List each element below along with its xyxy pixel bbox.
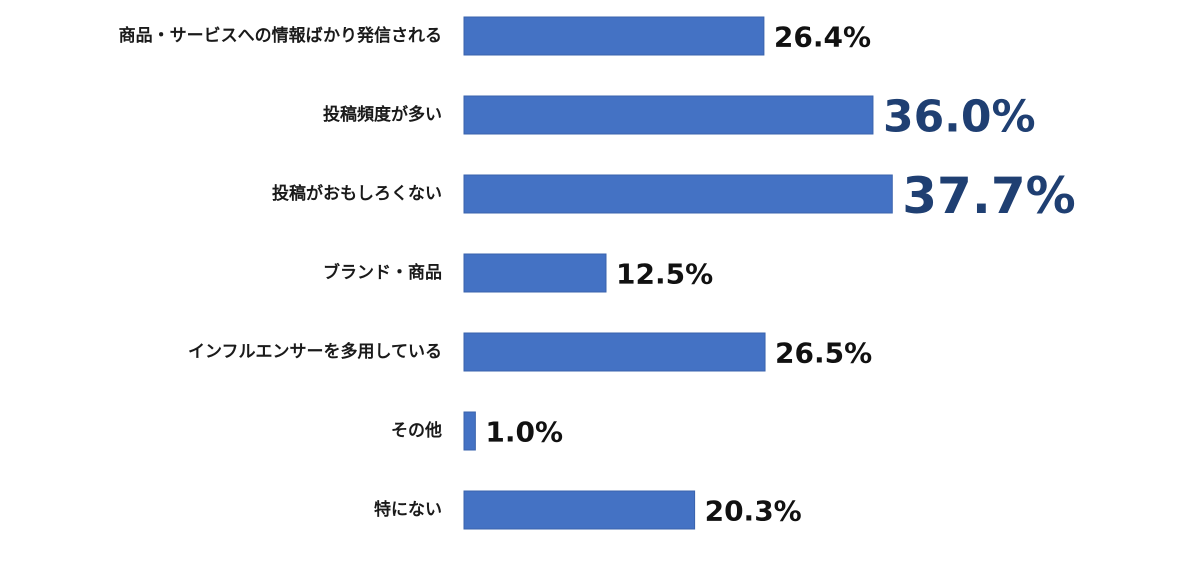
bar-2 [463, 95, 874, 135]
value-label: 20.3% [705, 495, 802, 528]
value-label: 37.7% [902, 167, 1075, 225]
category-label: 投稿頻度が多い [323, 104, 442, 125]
value-labels: 26.4% 36.0% 37.7% 12.5% 26.5% 1.0% 20.3% [485, 21, 1075, 528]
bar-1 [463, 16, 765, 56]
category-label: 商品・サービスへの情報ばかり発信される [119, 25, 442, 46]
category-labels: 商品・サービスへの情報ばかり発信される投稿頻度が多い投稿がおもしろくないブランド… [119, 25, 442, 520]
bar-5 [463, 332, 766, 372]
category-label: インフルエンサーを多用している [188, 341, 442, 362]
value-label: 12.5% [616, 258, 713, 291]
category-label: 特にない [374, 499, 442, 520]
value-label: 1.0% [485, 416, 563, 449]
category-label: その他 [391, 420, 442, 441]
value-label: 36.0% [883, 92, 1036, 143]
bar-4 [463, 253, 607, 293]
bars [463, 16, 893, 530]
bar-3 [463, 174, 893, 214]
category-label: 投稿がおもしろくない [272, 183, 442, 204]
bar-6 [463, 411, 476, 451]
value-label: 26.5% [775, 337, 872, 370]
value-label: 26.4% [774, 21, 871, 54]
category-label: ブランド・商品 [323, 262, 442, 283]
bar-7 [463, 490, 696, 530]
